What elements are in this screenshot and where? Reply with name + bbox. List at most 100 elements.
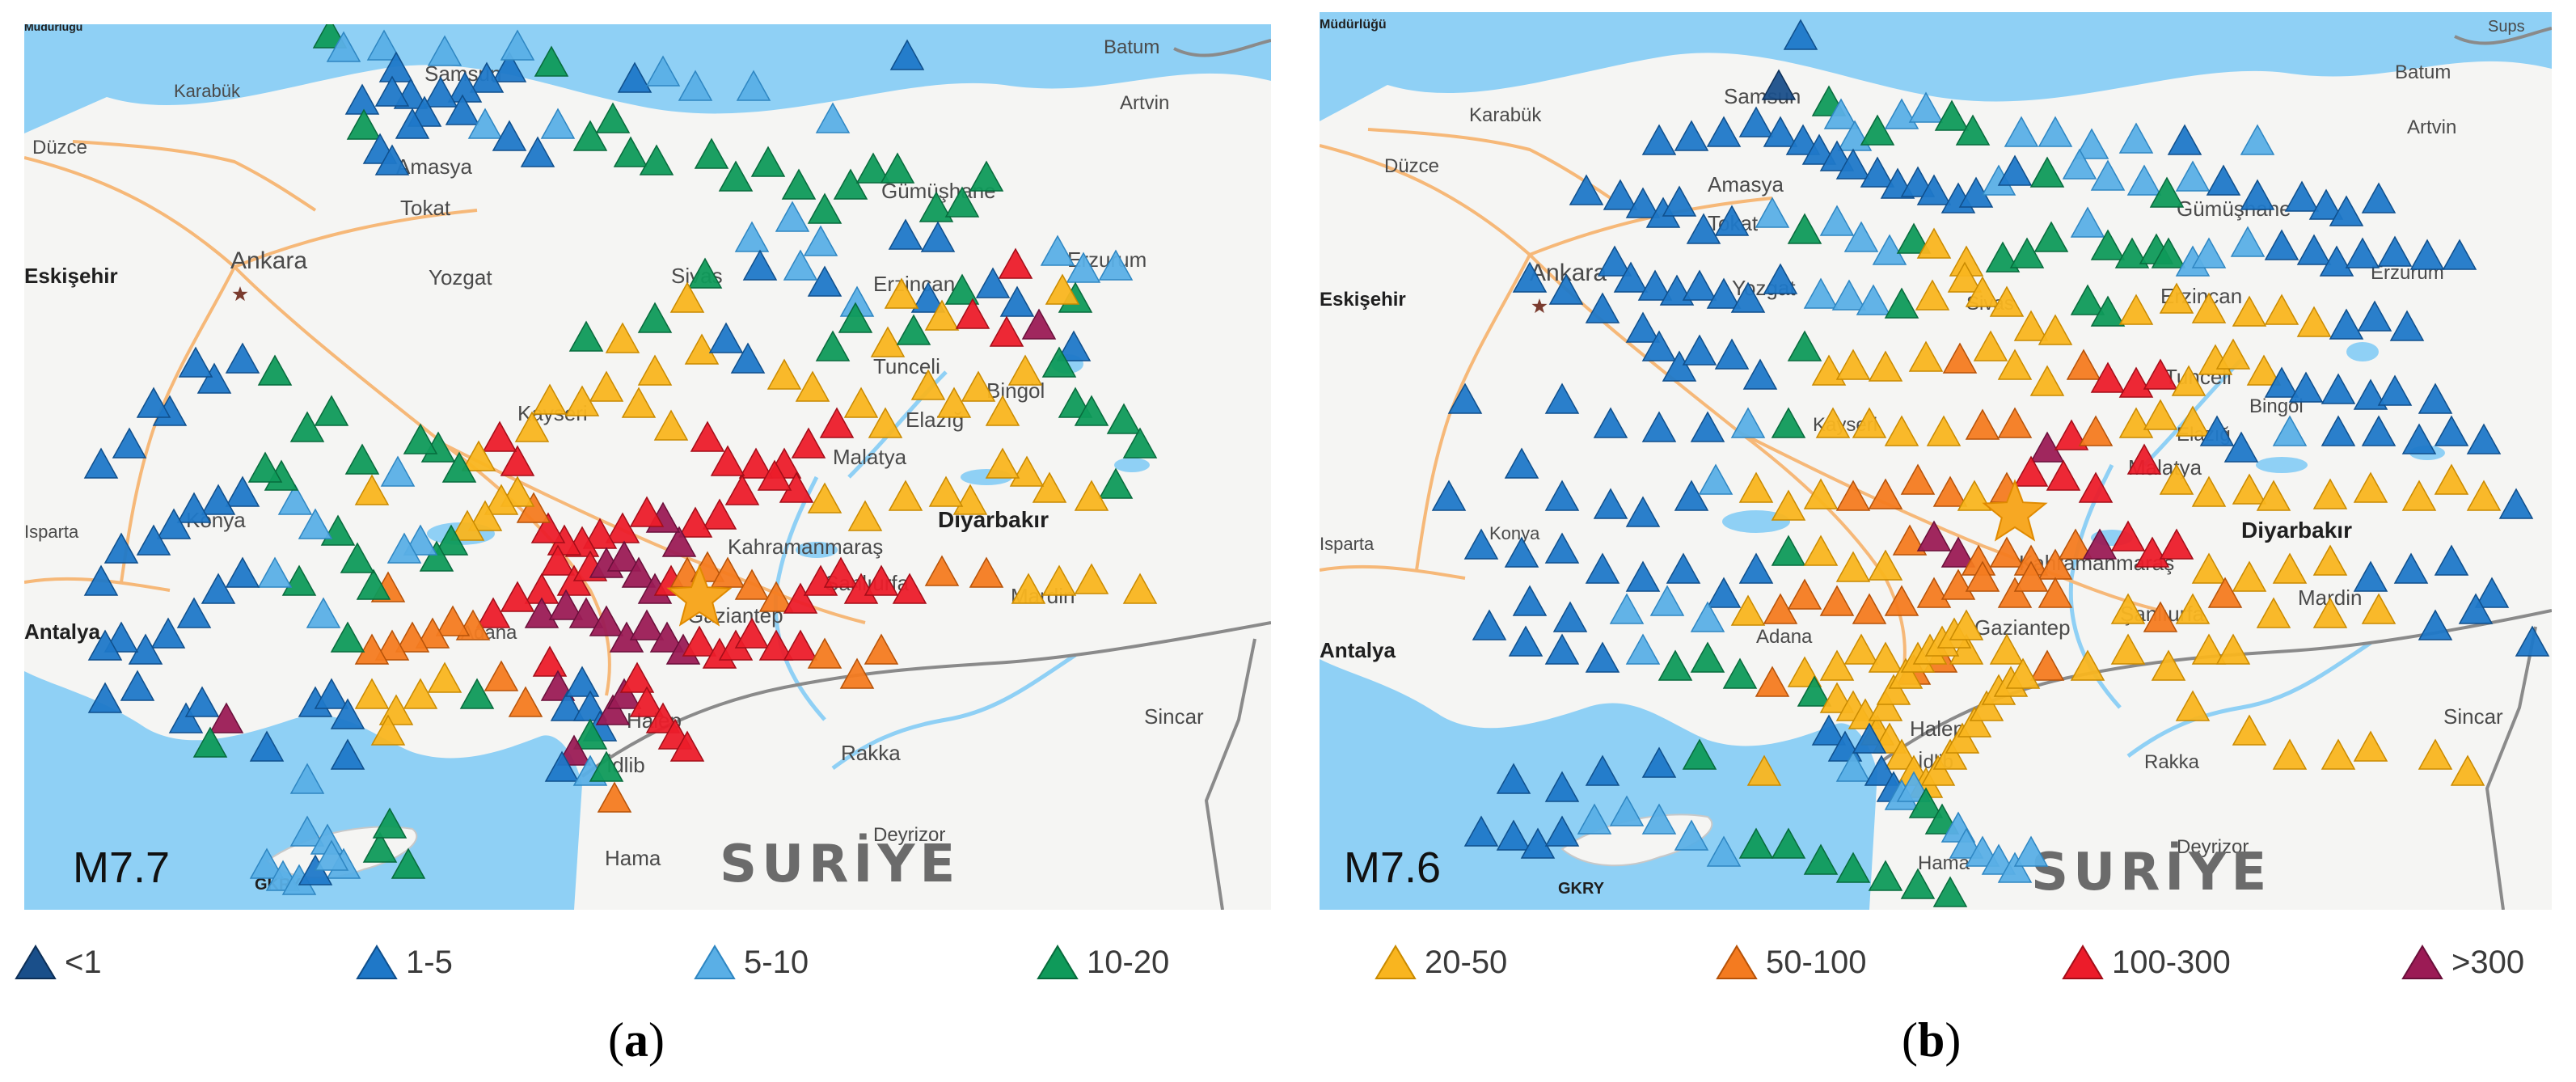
station-triangle <box>374 629 410 661</box>
station-triangle <box>386 532 422 564</box>
station-triangle <box>1431 480 1467 511</box>
station-triangle <box>896 314 931 345</box>
station-triangle <box>2377 374 2413 406</box>
station-triangle <box>2078 471 2114 503</box>
station-triangle <box>372 807 408 839</box>
station-triangle <box>1714 205 1750 236</box>
station-triangle <box>403 423 438 454</box>
station-triangle <box>459 678 495 709</box>
station-triangle <box>298 508 333 539</box>
place-label: Amasya <box>1708 172 1784 197</box>
station-triangle <box>2223 431 2259 463</box>
station-triangle <box>534 45 569 77</box>
station-triangle <box>2149 176 2185 208</box>
station-triangle <box>2126 164 2162 196</box>
station-triangle <box>924 555 960 586</box>
station-triangle <box>403 678 438 709</box>
station-triangle <box>1843 633 1879 665</box>
station-triangle <box>2215 338 2251 370</box>
station-triangle <box>1868 478 1903 509</box>
station-triangle <box>1585 292 1620 323</box>
station-triangle <box>1900 868 1936 899</box>
station-triangle <box>1463 815 1499 847</box>
station-triangle <box>550 690 585 721</box>
station-triangle <box>1577 803 1612 835</box>
station-triangle <box>1835 148 1871 180</box>
place-label: Müdürlüğü <box>24 24 82 33</box>
legend-swatch-gt300 <box>2401 945 2443 979</box>
station-triangle <box>2118 122 2154 154</box>
station-triangle <box>2090 295 2126 327</box>
highway <box>234 209 478 268</box>
station-triangle <box>2389 310 2425 341</box>
epicenter-star-icon <box>666 564 733 627</box>
station-triangle <box>1801 133 1837 165</box>
country-border <box>1173 39 1271 57</box>
station-triangle <box>2078 415 2114 446</box>
station-triangle <box>2353 471 2388 503</box>
station-triangle <box>864 633 899 665</box>
station-triangle <box>637 354 673 386</box>
station-triangle <box>944 273 980 305</box>
station-triangle <box>1544 815 1580 847</box>
station-triangle <box>1868 641 1903 673</box>
station-triangle <box>1585 641 1620 673</box>
station-triangle <box>1520 827 1556 859</box>
station-triangle <box>1674 120 1709 151</box>
station-triangle <box>1706 577 1742 608</box>
station-triangle <box>178 346 213 378</box>
station-triangle <box>1868 350 1903 382</box>
station-triangle <box>999 285 1035 317</box>
station-triangle <box>1122 427 1158 459</box>
station-triangle <box>1916 520 1952 552</box>
station-triangle <box>1730 281 1766 313</box>
station-triangle <box>391 847 426 879</box>
station-triangle <box>2038 577 2073 608</box>
station-triangle <box>1803 478 1839 509</box>
caption-a: (a) <box>608 1013 665 1067</box>
station-triangle <box>103 532 139 564</box>
station-triangle <box>2033 221 2069 252</box>
station-triangle <box>724 474 760 505</box>
station-triangle <box>669 730 705 762</box>
station-triangle <box>2434 544 2469 576</box>
station-triangle <box>791 427 826 459</box>
place-label: Eskişehir <box>1320 289 1406 311</box>
station-triangle <box>572 718 608 750</box>
station-triangle <box>888 480 923 511</box>
place-label: Batum <box>2395 61 2451 83</box>
station-triangle <box>346 108 382 140</box>
place-label: Batum <box>1104 36 1159 58</box>
station-triangle <box>2159 528 2194 560</box>
station-triangle <box>2312 597 2348 628</box>
country-border <box>581 621 1271 778</box>
station-triangle <box>83 564 119 596</box>
station-triangle <box>1864 754 1899 786</box>
station-triangle <box>2070 206 2105 238</box>
station-triangle <box>1730 407 1766 438</box>
station-triangle <box>120 670 155 701</box>
station-triangle <box>1722 657 1758 689</box>
station-triangle <box>1852 722 1887 754</box>
station-triangle <box>2434 415 2469 446</box>
station-triangle <box>1803 277 1839 309</box>
station-triangle <box>112 427 147 459</box>
station-triangle <box>1641 746 1677 778</box>
station-triangle <box>2321 415 2356 446</box>
station-triangle <box>1649 585 1685 616</box>
station-triangle <box>1997 349 2033 380</box>
place-label: Rakka <box>841 741 901 765</box>
station-triangle <box>2114 237 2150 268</box>
caption-a-letter: a <box>623 1013 648 1067</box>
station-triangle <box>572 120 608 151</box>
station-triangle <box>1852 407 1887 438</box>
station-triangle <box>629 609 665 640</box>
station-triangle <box>742 249 778 281</box>
station-triangle <box>1835 480 1871 511</box>
station-triangle <box>1888 657 1924 689</box>
station-triangle <box>1949 609 1984 640</box>
station-triangle <box>427 661 462 693</box>
epicenter-star-icon <box>1982 479 2048 542</box>
station-triangle <box>1932 475 1968 507</box>
station-triangle <box>1009 455 1045 487</box>
